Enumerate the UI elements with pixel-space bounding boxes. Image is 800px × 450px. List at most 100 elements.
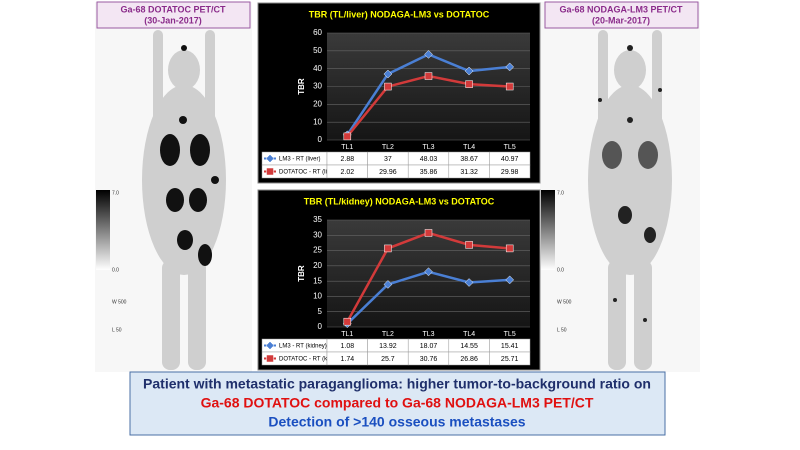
- left-pet-image: Ga-68 DOTATOC PET/CT (30-Jan-2017): [95, 1, 252, 372]
- legend-label: DOTATOC - RT (kidney): [279, 357, 343, 363]
- x-tick-label: TL1: [341, 144, 353, 151]
- y-tick-label: 20: [313, 261, 322, 270]
- scale-label: L 50: [557, 327, 567, 333]
- marker: [384, 82, 392, 91]
- lesions: [160, 45, 219, 266]
- y-tick-label: 15: [313, 276, 322, 285]
- table-value: 1.74: [340, 356, 354, 363]
- image-date: (30-Jan-2017): [144, 15, 202, 25]
- y-tick-label: 40: [313, 64, 322, 73]
- y-tick-label: 50: [313, 46, 322, 55]
- table-value: 40.97: [501, 156, 519, 163]
- marker: [265, 154, 275, 163]
- table-value: 29.98: [501, 169, 519, 176]
- marker: [464, 66, 474, 76]
- body-silhouette: [142, 30, 226, 370]
- y-tick-label: 20: [313, 99, 322, 108]
- marker: [465, 80, 473, 88]
- marker: [424, 229, 433, 237]
- caption-box: [129, 371, 666, 436]
- scale-label: L 50: [112, 327, 122, 333]
- image-label-box: [544, 1, 699, 29]
- y-tick-label: 10: [313, 292, 322, 301]
- table-value: 25.7: [381, 356, 395, 363]
- table-value: 37: [384, 156, 392, 163]
- chart-title: TBR (TL/liver) NODAGA-LM3 vs DOTATOC: [309, 9, 490, 19]
- marker: [464, 278, 474, 287]
- marker: [505, 82, 514, 91]
- scale-label: W 500: [557, 299, 572, 305]
- image-label-box: [96, 1, 251, 29]
- table-value: 14.55: [460, 343, 478, 350]
- marker: [383, 280, 393, 289]
- y-tick-label: 30: [313, 230, 322, 239]
- x-tick-label: TL2: [382, 144, 394, 151]
- image-date: (20-Mar-2017): [592, 15, 650, 25]
- right-pet-image: Ga-68 NODAGA-LM3 PET/CT (20-Mar-2017): [540, 1, 700, 372]
- y-axis-label: TBR: [297, 78, 306, 95]
- table-value: 18.07: [420, 343, 438, 350]
- marker: [424, 72, 433, 80]
- marker: [424, 49, 433, 59]
- color-scale: [96, 190, 110, 270]
- table-cell: [489, 164, 531, 179]
- image-title: Ga-68 NODAGA-LM3 PET/CT: [559, 4, 683, 14]
- x-tick-label: TL2: [382, 331, 394, 338]
- table-value: 15.41: [501, 343, 519, 350]
- x-tick-label: TL4: [463, 331, 475, 338]
- table-value: 31.32: [460, 169, 478, 176]
- caption-line: Ga-68 DOTATOC compared to Ga-68 NODAGA-L…: [201, 395, 594, 411]
- table-cell: [489, 351, 531, 366]
- table-value: 1.08: [340, 343, 354, 350]
- scale-label: 7.0: [557, 190, 564, 196]
- marker: [266, 354, 274, 363]
- scale-label: 7.0: [112, 190, 119, 196]
- table-value: 48.03: [420, 156, 438, 163]
- table-value: 30.76: [420, 356, 438, 363]
- x-tick-label: TL4: [463, 144, 475, 151]
- y-tick-label: 5: [318, 307, 323, 316]
- x-tick-label: TL3: [422, 144, 434, 151]
- chart-title: TBR (TL/kidney) NODAGA-LM3 vs DOTATOC: [304, 196, 495, 206]
- marker: [505, 275, 515, 285]
- chart: TBR (TL/liver) NODAGA-LM3 vs DOTATOC TBR 0…: [257, 2, 541, 184]
- table-value: 25.71: [501, 356, 519, 363]
- y-axis-label: TBR: [297, 265, 306, 282]
- marker: [343, 132, 352, 141]
- scale-label: 0.0: [557, 267, 564, 273]
- y-tick-label: 25: [313, 246, 322, 255]
- legend-label: DOTATOC - RT (liver): [279, 170, 337, 176]
- scale-label: W 500: [112, 299, 127, 305]
- scale-label: 0.0: [112, 267, 119, 273]
- marker: [343, 317, 352, 326]
- marker: [505, 62, 515, 72]
- table-value: 2.88: [340, 156, 354, 163]
- marker: [424, 267, 433, 277]
- marker: [505, 244, 514, 253]
- table-value: 38.67: [460, 156, 478, 163]
- y-tick-label: 0: [318, 322, 323, 331]
- y-tick-label: 10: [313, 117, 322, 126]
- legend-label: LM3 - RT (liver): [279, 157, 320, 163]
- table-value: 26.86: [460, 356, 478, 363]
- x-tick-label: TL5: [504, 144, 516, 151]
- x-tick-label: TL1: [341, 331, 353, 338]
- table-value: 35.86: [420, 169, 438, 176]
- image-title: Ga-68 DOTATOC PET/CT: [120, 4, 226, 14]
- marker: [383, 69, 393, 79]
- x-tick-label: TL5: [504, 331, 516, 338]
- caption-line: Patient with metastatic paraganglioma: h…: [143, 376, 651, 392]
- x-tick-label: TL3: [422, 331, 434, 338]
- table-value: 2.02: [340, 169, 354, 176]
- caption-line: Detection of >140 osseous metastases: [268, 414, 525, 430]
- legend-label: LM3 - RT (kidney): [279, 344, 327, 350]
- color-scale: [541, 190, 555, 270]
- table-value: 29.96: [379, 169, 397, 176]
- lesions: [598, 45, 662, 322]
- y-tick-label: 0: [318, 135, 323, 144]
- table-value: 13.92: [379, 343, 397, 350]
- y-tick-label: 30: [313, 82, 322, 91]
- y-tick-label: 35: [313, 215, 322, 224]
- chart: TBR (TL/kidney) NODAGA-LM3 vs DOTATOC TBR…: [257, 189, 541, 371]
